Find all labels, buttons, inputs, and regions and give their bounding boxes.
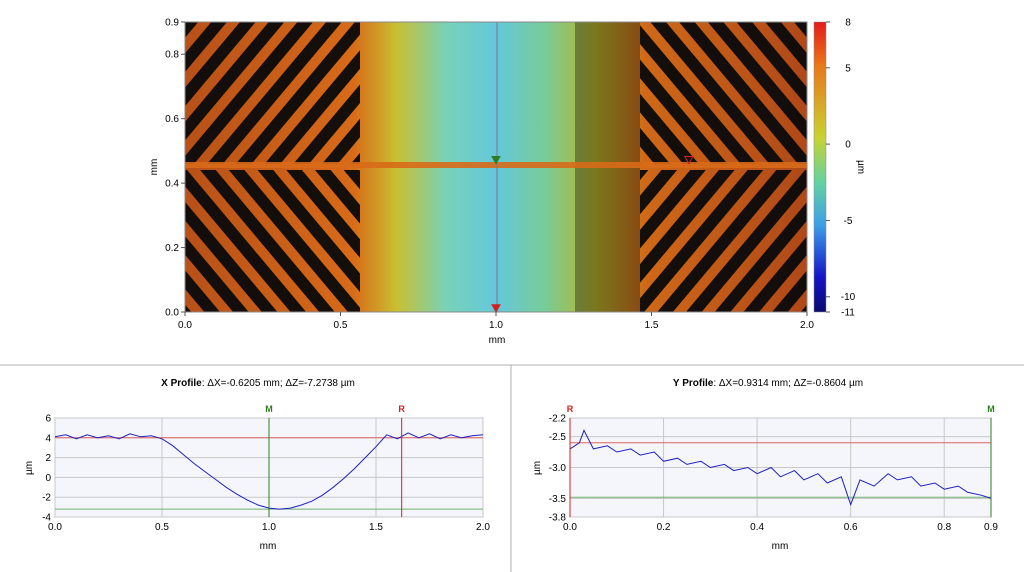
ytick-label: -4 — [42, 513, 51, 524]
colorbar-tick-label: 0 — [845, 140, 851, 151]
heatmap-markers — [491, 156, 694, 313]
y-profile-ylabel: µm — [532, 461, 543, 475]
cursor-label-r: R — [567, 404, 574, 414]
heatmap-xtick-label: 0.0 — [178, 320, 192, 331]
ytick-label: 4 — [45, 433, 51, 444]
heatmap-xlabel: mm — [489, 335, 506, 346]
colorbar-gradient — [813, 21, 827, 313]
ytick-label: -3.0 — [549, 463, 567, 474]
ytick-label: 2 — [45, 453, 51, 464]
y-profile-xlabel: mm — [772, 541, 789, 552]
heatmap-xtick-label: 1.5 — [645, 320, 659, 331]
ytick-label: -2 — [42, 493, 51, 504]
xtick-label: 0.5 — [155, 522, 169, 533]
cursor-label-m: M — [265, 404, 273, 414]
xtick-label: 0.9 — [984, 522, 998, 533]
x-profile-ylabel: µm — [24, 461, 35, 475]
colorbar-ticks: 8 5 0 -5 -10 -11 — [826, 18, 856, 319]
surface-heatmap: 0.0 0.5 1.0 1.5 2.0 0.0 0.2 0.4 0.6 0.8 0.9 mm mm — [149, 18, 814, 347]
xtick-label: 1.0 — [262, 522, 276, 533]
heatmap-ytick-label: 0.2 — [165, 243, 179, 254]
ytick-label: 6 — [45, 414, 51, 425]
colorbar-tick-label: 5 — [845, 63, 851, 74]
texture-lower-right — [640, 170, 807, 312]
y-profile-chart: Y Profile: ΔX=0.9314 mm; ΔZ=-0.8604 µm 0… — [532, 378, 998, 552]
ytick-label: 0 — [45, 473, 51, 484]
marker-r — [683, 156, 694, 165]
heatmap-ylabel: mm — [149, 159, 160, 176]
x-profile-title-rest: : ΔX=-0.6205 mm; ΔZ=-7.2738 µm — [202, 378, 355, 389]
xtick-label: 0.0 — [48, 522, 62, 533]
heatmap-xtick-label: 1.0 — [489, 320, 503, 331]
y-profile-title: Y Profile: ΔX=0.9314 mm; ΔZ=-0.8604 µm — [673, 378, 863, 389]
profile-series-line — [569, 429, 992, 507]
xtick-label: 0.4 — [750, 522, 764, 533]
heatmap-ytick-label: 0.8 — [165, 50, 179, 61]
x-profile-title: X Profile: ΔX=-0.6205 mm; ΔZ=-7.2738 µm — [161, 378, 355, 389]
colorbar: 8 5 0 -5 -10 -11 µm — [813, 18, 866, 319]
colorbar-tick-label: -11 — [841, 308, 855, 319]
cursor-label-m: M — [987, 404, 995, 414]
texture-upper-left — [185, 22, 360, 164]
heatmap-xtick-label: 2.0 — [800, 320, 814, 331]
cursor-label-r: R — [398, 404, 405, 414]
y-profile-title-bold: Y Profile — [673, 378, 714, 389]
texture-lower-left — [185, 170, 360, 312]
xtick-label: 0.8 — [937, 522, 951, 533]
y-profile-title-rest: : ΔX=0.9314 mm; ΔZ=-0.8604 µm — [713, 378, 863, 389]
colorbar-tick-label: -5 — [844, 216, 853, 227]
heatmap-ticks: 0.0 0.5 1.0 1.5 2.0 0.0 0.2 0.4 0.6 0.8 0.9 — [165, 18, 814, 332]
colorbar-tick-label: -10 — [841, 292, 856, 303]
xtick-label: 2.0 — [476, 522, 490, 533]
ytick-label: -3.5 — [549, 494, 567, 505]
colorbar-tick-label: 8 — [845, 18, 851, 29]
texture-upper-right — [640, 22, 807, 164]
marker-m — [491, 156, 501, 165]
ytick-label: -2.2 — [549, 414, 567, 425]
heatmap-xtick-label: 0.5 — [334, 320, 348, 331]
marker-y — [491, 304, 501, 313]
ytick-label: -2.5 — [549, 432, 567, 443]
x-profile-title-bold: X Profile — [161, 378, 202, 389]
profile-line — [185, 162, 807, 168]
x-profile-chart: X Profile: ΔX=-0.6205 mm; ΔZ=-7.2738 µm … — [24, 378, 490, 552]
colorbar-label: µm — [855, 160, 866, 174]
xtick-label: 0.6 — [844, 522, 858, 533]
heatmap-ytick-label: 0.6 — [165, 114, 179, 125]
xtick-label: 0.0 — [563, 522, 577, 533]
heatmap-ytick-label: 0.0 — [165, 308, 179, 319]
x-profile-xlabel: mm — [260, 541, 277, 552]
xtick-label: 0.2 — [657, 522, 671, 533]
heatmap-ytick-label: 0.9 — [165, 18, 179, 29]
heatmap-ytick-label: 0.4 — [165, 179, 179, 190]
ytick-label: -3.8 — [549, 513, 567, 524]
xtick-label: 1.5 — [369, 522, 383, 533]
